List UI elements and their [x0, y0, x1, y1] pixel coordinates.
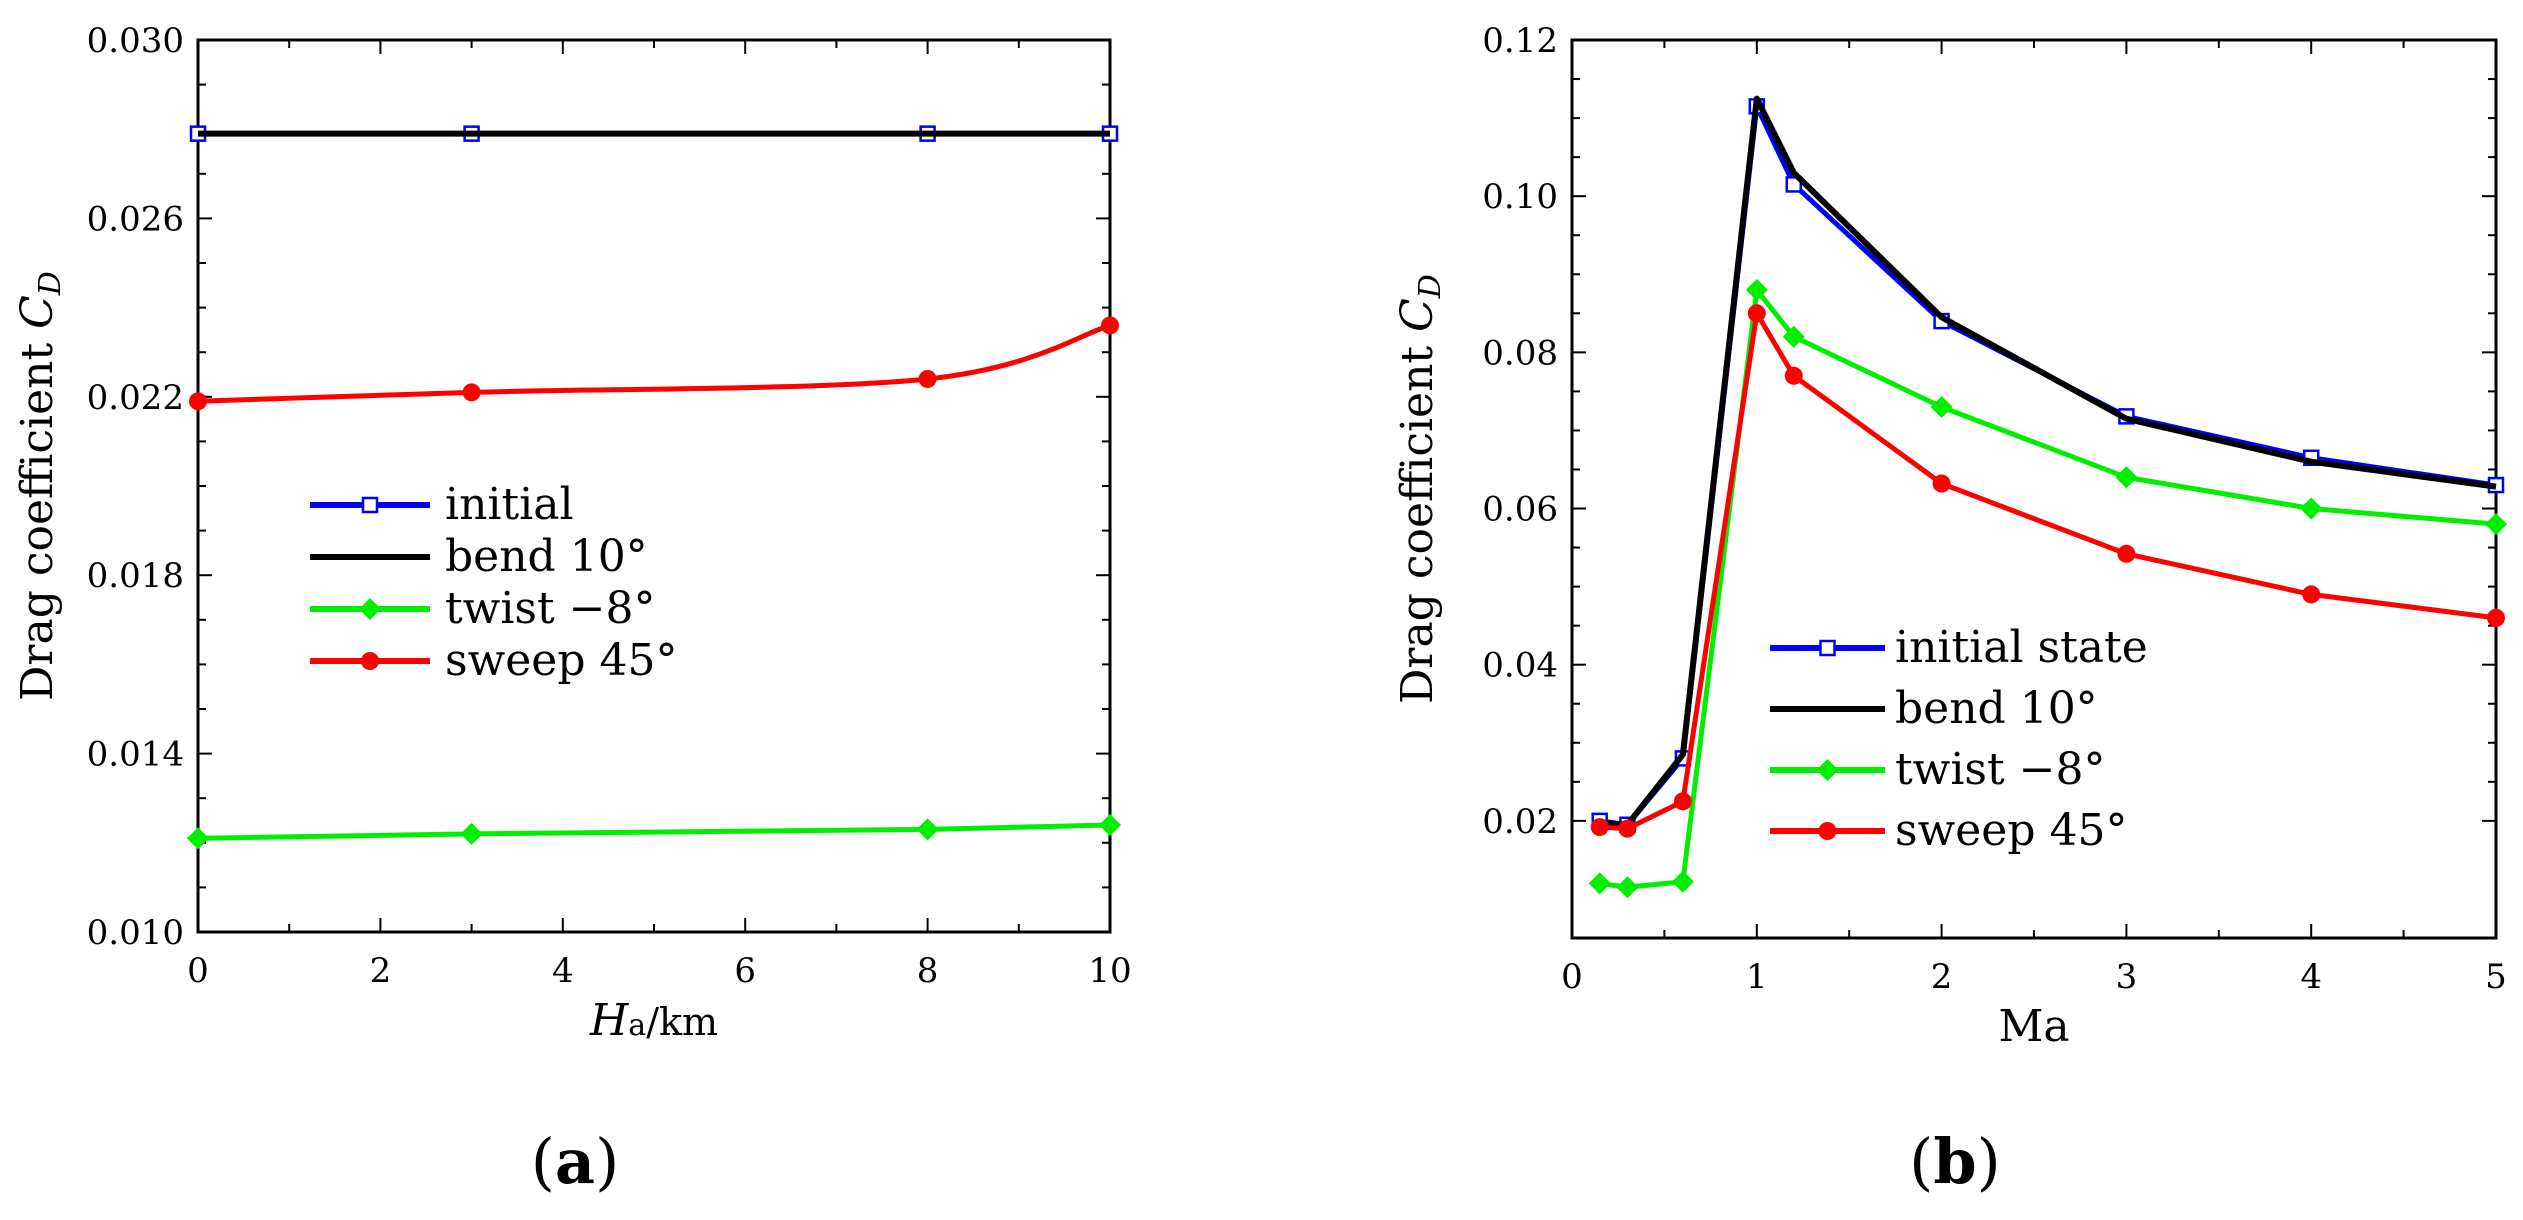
chart-b-x-axis-title: Ma [1998, 1001, 2069, 1052]
chart-b-data-point [1782, 325, 1805, 348]
chart-b-panel-label: (b) [1909, 1125, 2001, 1198]
panel-a-chart: 0 2 4 6 8 10 0.010 0.014 0.018 0.022 0.026 0.030 ini… [12, 21, 1132, 1198]
chart-b-x-tick-label: 2 [1931, 957, 1953, 997]
chart-a-y-axis-title: Drag coefficient CD [12, 271, 68, 701]
chart-b-y-axis-title: Drag coefficient CD [1392, 274, 1448, 704]
chart-b-y-tick-label: 0.08 [1482, 333, 1558, 373]
chart-b-series-2 [1599, 95, 2497, 828]
chart-b-data-point [2487, 608, 2505, 627]
chart-a-x-tick-label: 0 [187, 951, 209, 991]
chart-b-legend: initial state bend 10° twist −8° sweep 45° [1770, 622, 2148, 856]
chart-a-data-point [462, 383, 481, 402]
panel-b-chart: 0 1 2 3 4 5 0.02 0.04 0.06 0.08 0.10 0.12 initial st… [1392, 21, 2507, 1198]
chart-a-data-point [1101, 316, 1119, 335]
chart-b-data-point [1932, 474, 1951, 493]
chart-a-x-tick-label: 10 [1088, 951, 1131, 991]
chart-b-data-point [1784, 366, 1803, 385]
chart-b-data-point [1785, 176, 1803, 193]
chart-b-data-point [1671, 870, 1694, 893]
chart-a-x-tick-label: 2 [370, 951, 392, 991]
chart-a-panel-label: (a) [531, 1125, 620, 1198]
chart-b-x-tick-label: 5 [2485, 957, 2507, 997]
chart-a-legend-label: initial [445, 479, 574, 530]
chart-a-data-point [460, 822, 483, 845]
chart-b-data-point [1618, 819, 1637, 838]
chart-b-x-tick-label: 1 [1746, 957, 1768, 997]
chart-b-data-point [2300, 497, 2323, 520]
chart-b-data-point [1673, 792, 1692, 811]
chart-b-y-tick-label: 0.04 [1482, 646, 1558, 686]
chart-a-y-tick-label: 0.026 [87, 199, 184, 239]
chart-a-legend-label: sweep 45° [445, 635, 677, 686]
chart-b-y-tick-label: 0.06 [1482, 490, 1558, 530]
chart-b-legend-label: bend 10° [1895, 683, 2098, 734]
chart-b-data-point [1745, 278, 1768, 301]
chart-a-legend-marker [361, 496, 379, 514]
chart-a-legend-label: twist −8° [445, 583, 656, 634]
chart-b-data-point [1588, 872, 1611, 895]
chart-a-series-line [197, 822, 1111, 841]
chart-a-x-tick-label: 8 [917, 951, 939, 991]
chart-a-x-tick-label: 4 [552, 951, 574, 991]
chart-a-data-point [916, 818, 939, 841]
chart-b-legend-marker [1816, 759, 1839, 781]
chart-b-y-tick-label: 0.10 [1482, 177, 1558, 217]
chart-a-x-tick-label: 6 [734, 951, 756, 991]
chart-a-y-tick-label: 0.018 [87, 556, 184, 596]
chart-b-x-tick-label: 3 [2116, 957, 2138, 997]
chart-a-legend-marker [359, 598, 381, 620]
chart-a-series-line [197, 323, 1111, 404]
chart-b-x-tick-label: 0 [1561, 957, 1583, 997]
chart-b-series-3 [1588, 278, 2507, 899]
chart-b-legend-marker [1818, 822, 1837, 840]
chart-a-series-3 [187, 813, 1121, 850]
chart-b-y-tick-label: 0.02 [1482, 802, 1558, 842]
chart-a-data-point [918, 369, 937, 388]
chart-b-legend-marker [1819, 639, 1836, 657]
chart-b-series-line [1599, 287, 2497, 890]
chart-b-legend-label: initial state [1895, 622, 2148, 673]
chart-b-data-point [2302, 585, 2321, 604]
chart-b-data-point [1747, 304, 1766, 323]
chart-b-data-point [2485, 513, 2507, 536]
chart-b-data-point [1930, 396, 1953, 419]
chart-b-data-point [1616, 876, 1639, 899]
chart-a-legend-label: bend 10° [445, 531, 648, 582]
chart-a-y-tick-label: 0.022 [87, 378, 184, 418]
chart-b-y-tick-label: 0.12 [1482, 21, 1558, 61]
chart-a-data-point [187, 827, 209, 850]
chart-a-data-point [1099, 813, 1121, 836]
chart-a-y-tick-label: 0.010 [87, 913, 184, 953]
chart-a-legend-marker [361, 652, 379, 670]
chart-b-legend-label: sweep 45° [1895, 805, 2127, 856]
chart-b-x-tick-label: 4 [2300, 957, 2322, 997]
chart-b-data-point [2115, 466, 2138, 489]
chart-a-y-tick-label: 0.014 [87, 735, 184, 775]
chart-a-series-4 [189, 316, 1119, 411]
chart-b-data-point [2117, 544, 2136, 563]
chart-b-series-line [1599, 95, 2497, 828]
chart-b-legend-label: twist −8° [1895, 744, 2106, 795]
chart-a-x-axis-title: Ha/km [589, 995, 718, 1046]
chart-b-series-4 [1590, 304, 2505, 838]
chart-a-plot-frame [196, 38, 1112, 934]
chart-a-data-point [189, 392, 207, 411]
chart-b-data-point [1590, 818, 1609, 837]
chart-a-y-tick-label: 0.030 [87, 21, 184, 61]
